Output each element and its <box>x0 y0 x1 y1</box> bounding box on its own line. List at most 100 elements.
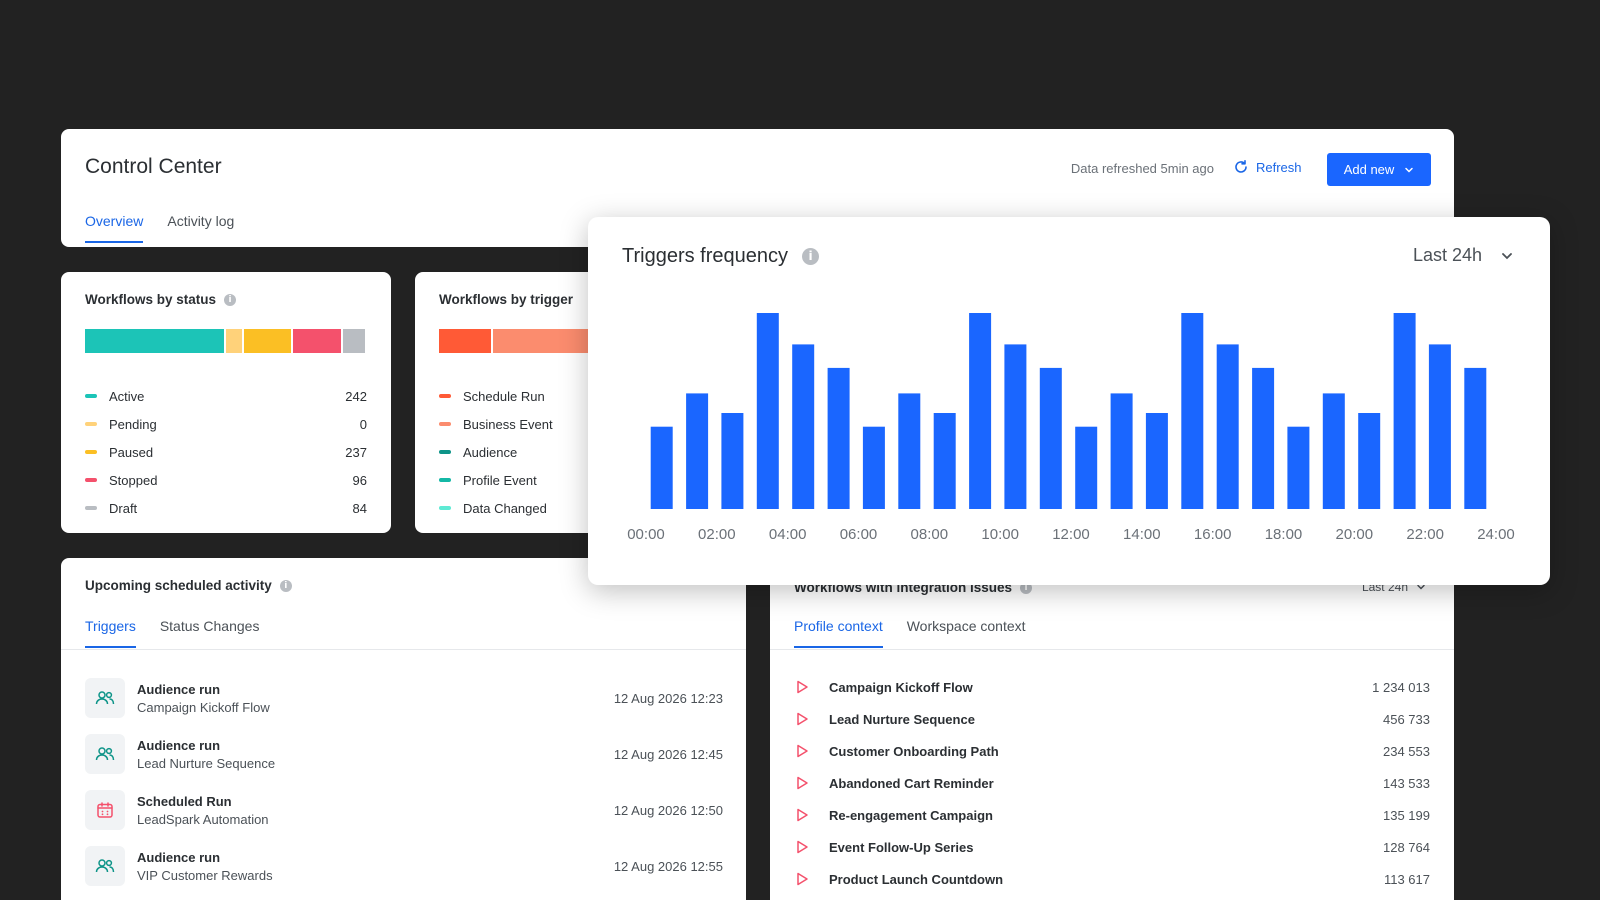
info-icon[interactable]: i <box>279 579 292 592</box>
legend-label: Data Changed <box>463 500 547 516</box>
tab-overview[interactable]: Overview <box>85 213 144 243</box>
upcoming-list: Audience run Campaign Kickoff Flow 12 Au… <box>85 670 723 894</box>
chart-bar[interactable] <box>1075 426 1098 509</box>
chart-bar[interactable] <box>792 344 815 509</box>
audience-icon <box>85 734 125 774</box>
table-row[interactable]: Campaign Kickoff Flow 1 234 013 <box>794 671 1430 703</box>
upcoming-card-title: Upcoming scheduled activity <box>85 578 272 593</box>
audience-icon <box>85 678 125 718</box>
legend-value: 237 <box>345 444 367 460</box>
upcoming-tabs: Triggers Status Changes <box>85 618 259 648</box>
tab-profile-context[interactable]: Profile context <box>794 618 883 648</box>
chart-bar[interactable] <box>862 426 885 509</box>
legend-row-business-event: Business Event <box>439 410 715 438</box>
chart-bar[interactable] <box>756 313 779 509</box>
add-new-button[interactable]: Add new <box>1327 153 1431 186</box>
status-card-header: Workflows by status i <box>85 292 237 307</box>
swatch <box>85 422 97 426</box>
info-icon[interactable]: i <box>802 248 819 265</box>
x-tick-label: 12:00 <box>1052 526 1090 543</box>
status-bar-stopped <box>293 329 341 353</box>
issue-count: 135 199 <box>1383 807 1430 823</box>
x-tick-label: 10:00 <box>981 526 1019 543</box>
chart-bar[interactable] <box>650 426 673 509</box>
issue-count: 113 617 <box>1383 871 1430 887</box>
triggers-frequency-chart: 00:00 02:00 04:00 06:00 08:00 10:00 12:00 14:00… <box>627 313 1515 543</box>
table-row[interactable]: Customer Onboarding Path 234 553 <box>794 735 1430 767</box>
x-tick-label: 16:00 <box>1194 526 1232 543</box>
legend-row-stopped: Stopped 96 <box>85 466 367 494</box>
chart-bar[interactable] <box>933 413 956 509</box>
list-item-time: 12 Aug 2026 12:45 <box>613 746 723 762</box>
chart-bar[interactable] <box>1358 413 1381 509</box>
chart-bar[interactable] <box>827 367 850 509</box>
trigger-bar-schedule <box>439 329 491 353</box>
tab-triggers[interactable]: Triggers <box>85 618 136 648</box>
play-icon <box>797 872 808 886</box>
swatch <box>85 506 97 510</box>
legend-label: Audience <box>463 444 518 460</box>
chart-bar[interactable] <box>1393 313 1416 509</box>
swatch <box>439 422 451 426</box>
x-tick-label: 22:00 <box>1406 526 1444 543</box>
list-item-title: Audience run <box>137 681 221 697</box>
legend-row-schedule-run: Schedule Run <box>439 382 715 410</box>
chart-bar[interactable] <box>1110 393 1133 509</box>
page-title: Control Center <box>85 155 222 178</box>
swatch <box>439 478 451 482</box>
table-row[interactable]: Lead Nurture Sequence 456 733 <box>794 703 1430 735</box>
chart-bar[interactable] <box>686 393 709 509</box>
chart-bar[interactable] <box>1039 367 1062 509</box>
refresh-label: Refresh <box>1256 159 1302 175</box>
play-icon <box>797 744 808 758</box>
chart-bar[interactable] <box>1322 393 1345 509</box>
table-row[interactable]: Event Follow-Up Series 128 764 <box>794 831 1430 863</box>
chart-bar[interactable] <box>1252 367 1275 509</box>
issues-list: Campaign Kickoff Flow 1 234 013 Lead Nurtu… <box>794 671 1430 895</box>
list-item[interactable]: Audience run Campaign Kickoff Flow 12 Au… <box>85 670 723 726</box>
play-icon <box>797 776 808 790</box>
chart-bar[interactable] <box>1145 413 1168 509</box>
x-tick-label: 14:00 <box>1123 526 1161 543</box>
issue-count: 234 553 <box>1383 743 1430 759</box>
chart-bar[interactable] <box>1287 426 1310 509</box>
legend-row-draft: Draft 84 <box>85 494 367 522</box>
table-row[interactable]: Product Launch Countdown 113 617 <box>794 863 1430 895</box>
audience-icon <box>85 846 125 886</box>
status-bar-draft <box>343 329 365 353</box>
trigger-card-header: Workflows by trigger <box>439 292 573 307</box>
legend-row-audience: Audience <box>439 438 715 466</box>
x-tick-label: 20:00 <box>1336 526 1374 543</box>
refresh-button[interactable]: Refresh <box>1233 159 1302 175</box>
chart-range-select[interactable]: Last 24h <box>1413 245 1514 266</box>
chart-bar[interactable] <box>1428 344 1451 509</box>
workflow-name: Campaign Kickoff Flow <box>829 679 973 695</box>
chart-bar[interactable] <box>1216 344 1239 509</box>
issue-count: 1 234 013 <box>1372 679 1430 695</box>
list-item[interactable]: Audience run VIP Customer Rewards 12 Aug… <box>85 838 723 894</box>
table-row[interactable]: Abandoned Cart Reminder 143 533 <box>794 767 1430 799</box>
workflows-by-status-card: Workflows by status i Active 242 Pending 0… <box>61 272 391 533</box>
issues-tabs: Profile context Workspace context <box>794 618 1026 648</box>
chart-bar[interactable] <box>898 393 921 509</box>
info-icon[interactable]: i <box>224 293 237 306</box>
chart-bar[interactable] <box>1004 344 1027 509</box>
chart-bar[interactable] <box>721 413 744 509</box>
chevron-down-icon <box>1417 584 1425 590</box>
swatch <box>85 394 97 398</box>
legend-label: Active <box>109 388 145 404</box>
chart-bar[interactable] <box>969 313 992 509</box>
x-tick-label: 18:00 <box>1265 526 1303 543</box>
list-item[interactable]: Scheduled Run LeadSpark Automation 12 Au… <box>85 782 723 838</box>
workflow-name: Re-engagement Campaign <box>829 807 993 823</box>
tab-workspace-context[interactable]: Workspace context <box>906 618 1026 634</box>
list-item[interactable]: Audience run Lead Nurture Sequence 12 Au… <box>85 726 723 782</box>
chart-bar[interactable] <box>1181 313 1204 509</box>
list-item-text: Audience run Lead Nurture Sequence <box>137 738 614 771</box>
chart-bar[interactable] <box>1464 367 1487 509</box>
tab-status-changes[interactable]: Status Changes <box>159 618 260 634</box>
table-row[interactable]: Re-engagement Campaign 135 199 <box>794 799 1430 831</box>
tab-activity-log[interactable]: Activity log <box>167 213 235 229</box>
workflow-name: Product Launch Countdown <box>829 871 1004 887</box>
list-item-subtitle: LeadSpark Automation <box>137 811 269 827</box>
